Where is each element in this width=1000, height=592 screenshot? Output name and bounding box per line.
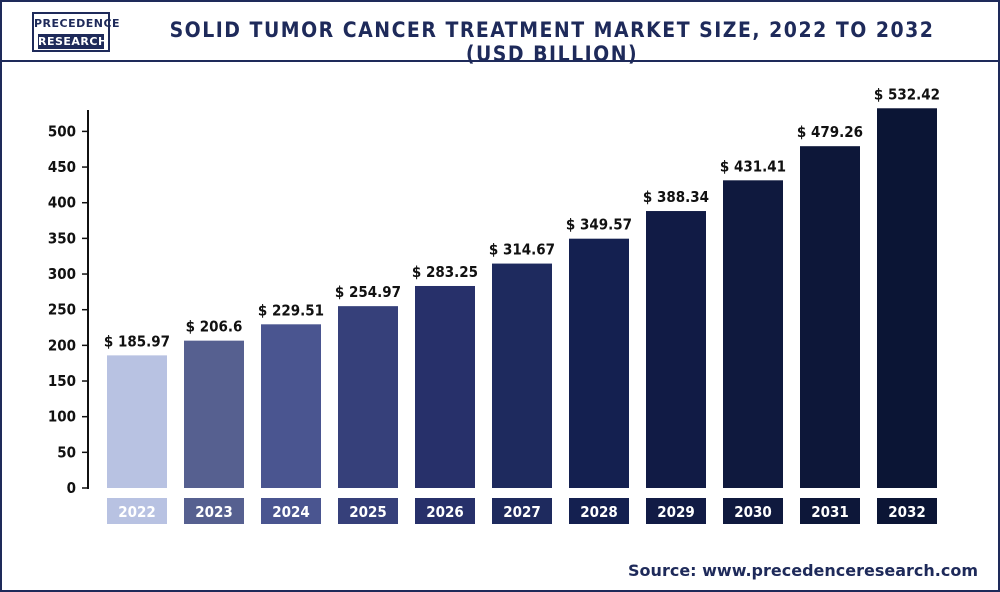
category-label-2025: 2025 bbox=[349, 503, 387, 521]
bar-2026 bbox=[415, 285, 475, 488]
bar-2023 bbox=[184, 340, 244, 488]
category-label-2031: 2031 bbox=[811, 503, 849, 521]
y-tick-label: 200 bbox=[48, 336, 76, 354]
bars: $ 185.97 $ 206.6 $ 229.51 $ 254.97 $ 283.25 $… bbox=[104, 85, 940, 489]
category-box-2028 bbox=[569, 498, 629, 524]
y-tick-label: 500 bbox=[48, 122, 76, 140]
chart-title: SOLID TUMOR CANCER TREATMENT MARKET SIZE… bbox=[169, 18, 935, 66]
value-label-2027: $ 314.67 bbox=[489, 241, 555, 259]
value-label-2022: $ 185.97 bbox=[104, 332, 170, 350]
y-tick-label: 0 bbox=[67, 479, 76, 497]
x-axis-labels: 2022 2023 2024 2025 2026 2027 2028 2029 2030 2031… bbox=[107, 498, 937, 524]
value-label-2032: $ 532.42 bbox=[874, 85, 940, 103]
category-label-2024: 2024 bbox=[272, 503, 310, 521]
y-tick-label: 50 bbox=[57, 443, 76, 461]
value-label-2028: $ 349.57 bbox=[566, 216, 632, 234]
bar-2031 bbox=[800, 146, 860, 488]
y-tick-label: 100 bbox=[48, 408, 76, 426]
category-label-2030: 2030 bbox=[734, 503, 772, 521]
value-label-2025: $ 254.97 bbox=[335, 283, 401, 301]
y-tick-label: 350 bbox=[48, 229, 76, 247]
category-box-2024 bbox=[261, 498, 321, 524]
logo-text-bottom: RESEARCH bbox=[38, 34, 108, 49]
bar-2030 bbox=[723, 180, 783, 488]
bar-2028 bbox=[569, 238, 629, 488]
y-tick-label: 300 bbox=[48, 265, 76, 283]
value-label-2029: $ 388.34 bbox=[643, 188, 709, 206]
bar-2027 bbox=[492, 263, 552, 488]
category-label-2027: 2027 bbox=[503, 503, 541, 521]
value-label-2023: $ 206.6 bbox=[186, 318, 243, 336]
category-box-2022 bbox=[107, 498, 167, 524]
category-label-2023: 2023 bbox=[195, 503, 233, 521]
bar-2024 bbox=[261, 324, 321, 488]
category-box-2025 bbox=[338, 498, 398, 524]
y-tick-label: 150 bbox=[48, 372, 76, 390]
value-label-2030: $ 431.41 bbox=[720, 157, 786, 175]
category-label-2032: 2032 bbox=[888, 503, 926, 521]
source-note: Source: www.precedenceresearch.com bbox=[628, 561, 978, 580]
precedence-research-logo: PRECEDENCE RESEARCH bbox=[32, 12, 121, 52]
category-label-2026: 2026 bbox=[426, 503, 464, 521]
category-box-2029 bbox=[646, 498, 706, 524]
category-box-2032 bbox=[877, 498, 937, 524]
y-tick-label: 400 bbox=[48, 194, 76, 212]
category-box-2023 bbox=[184, 498, 244, 524]
value-label-2024: $ 229.51 bbox=[258, 301, 324, 319]
category-box-2027 bbox=[492, 498, 552, 524]
category-label-2022: 2022 bbox=[118, 503, 156, 521]
bar-2032 bbox=[877, 108, 937, 488]
category-label-2028: 2028 bbox=[580, 503, 618, 521]
y-tick-label: 450 bbox=[48, 158, 76, 176]
value-label-2026: $ 283.25 bbox=[412, 263, 478, 281]
category-box-2030 bbox=[723, 498, 783, 524]
category-box-2026 bbox=[415, 498, 475, 524]
y-axis: 0 50 100 150 200 250 300 350 400 450 500 bbox=[48, 110, 89, 497]
category-label-2029: 2029 bbox=[657, 503, 695, 521]
bar-2022 bbox=[107, 355, 167, 488]
logo-text-top: PRECEDENCE bbox=[34, 17, 121, 30]
bar-2029 bbox=[646, 211, 706, 489]
category-box-2031 bbox=[800, 498, 860, 524]
bar-2025 bbox=[338, 306, 398, 488]
value-label-2031: $ 479.26 bbox=[797, 123, 863, 141]
header: PRECEDENCE RESEARCH SOLID TUMOR CANCER T… bbox=[2, 2, 998, 66]
y-tick-label: 250 bbox=[48, 301, 76, 319]
